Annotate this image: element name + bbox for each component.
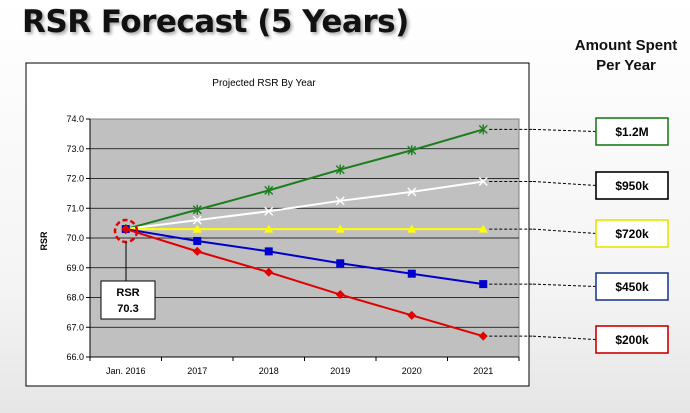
data-point (407, 269, 416, 278)
data-point (407, 224, 417, 233)
data-point (192, 246, 202, 256)
data-point (478, 124, 488, 135)
data-point (479, 280, 488, 289)
y-axis-label: RSR (39, 231, 49, 251)
y-tick-label: 66.0 (66, 352, 84, 362)
data-point (192, 224, 202, 233)
data-point (478, 224, 488, 233)
y-tick-label: 69.0 (66, 263, 84, 273)
legend-box (595, 117, 669, 146)
data-point (192, 204, 202, 215)
data-point (192, 215, 202, 225)
series-line (125, 228, 484, 286)
data-point (264, 206, 274, 216)
data-point (264, 267, 274, 277)
connector-line (532, 128, 597, 132)
data-point (335, 164, 345, 175)
x-tick-label: 2020 (402, 366, 422, 376)
data-point (335, 290, 345, 300)
series-line (125, 228, 484, 338)
series-line (125, 180, 484, 231)
legend-label: $200k (615, 333, 649, 347)
slide-title: RSR Forecast (5 Years) (22, 4, 409, 40)
series-4 (121, 224, 488, 341)
legend-label: $950k (615, 179, 649, 193)
connector-line (532, 335, 597, 340)
legend-box (595, 325, 669, 354)
legend-box (595, 171, 669, 200)
y-tick-label: 67.0 (66, 322, 84, 332)
legend-label: $450k (615, 280, 649, 294)
callout-label: RSR (116, 287, 139, 299)
legend-heading-line2: Per Year (596, 57, 656, 74)
data-point (478, 331, 488, 341)
x-tick-label: Jan. 2016 (106, 366, 146, 376)
legend-label: $720k (615, 227, 649, 241)
data-point (121, 224, 131, 234)
legend-box (595, 272, 669, 301)
data-point (264, 247, 273, 256)
y-tick-label: 73.0 (66, 144, 84, 154)
data-point (335, 196, 345, 206)
data-point (407, 310, 417, 320)
legend-box (595, 219, 669, 248)
y-tick-label: 70.0 (66, 233, 84, 243)
data-point (264, 224, 274, 233)
data-point (264, 185, 274, 196)
data-point (407, 187, 417, 197)
series-line (125, 128, 484, 231)
data-point (478, 176, 488, 186)
data-point (407, 145, 417, 156)
x-tick-label: 2017 (187, 366, 207, 376)
data-point (336, 259, 345, 268)
legend-label: $1.2M (615, 125, 648, 139)
y-tick-label: 71.0 (66, 203, 84, 213)
data-point (193, 236, 202, 245)
connector-line (532, 283, 597, 287)
data-point (335, 224, 345, 233)
x-tick-label: 2018 (259, 366, 279, 376)
y-tick-label: 72.0 (66, 174, 84, 184)
chart-title: Projected RSR By Year (212, 78, 316, 89)
connector-line (532, 228, 597, 234)
y-tick-label: 68.0 (66, 293, 84, 303)
callout-value: 70.3 (117, 303, 138, 315)
x-tick-label: 2021 (473, 366, 493, 376)
y-tick-label: 74.0 (66, 114, 84, 124)
connector-line (532, 180, 597, 186)
legend-heading: Amount Spent Per Year (566, 36, 686, 76)
legend-heading-line1: Amount Spent (574, 37, 678, 54)
callout-box (100, 280, 156, 320)
x-tick-label: 2019 (330, 366, 350, 376)
